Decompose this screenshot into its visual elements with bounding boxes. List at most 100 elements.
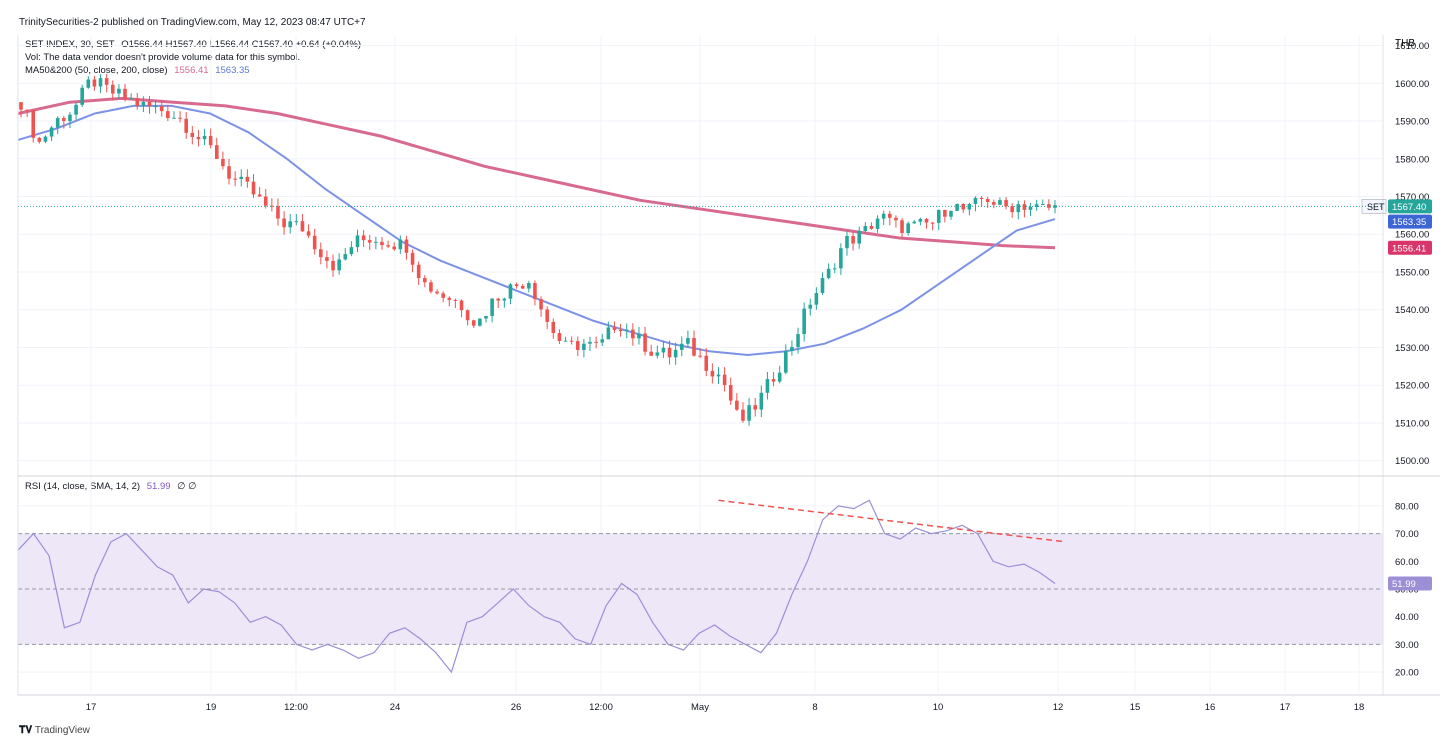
- rsi-tick-label: 30.00: [1395, 640, 1419, 651]
- ohlc-values: O1566.44 H1567.40 L1566.44 C1567.40 +0.6…: [121, 39, 362, 50]
- candle-body: [153, 106, 158, 108]
- rsi-label: RSI (14, close, SMA, 14, 2): [25, 481, 141, 492]
- candle-body: [25, 109, 29, 111]
- y-tick-label: 1590.00: [1395, 117, 1429, 128]
- candle-body: [765, 379, 770, 393]
- candle-body: [172, 117, 176, 119]
- candle-body: [673, 349, 678, 358]
- candle-body: [398, 239, 403, 250]
- candle-body: [502, 298, 507, 301]
- candle-body: [649, 351, 653, 356]
- candle-body: [208, 135, 213, 146]
- candle-body: [159, 106, 164, 112]
- candle-body: [178, 117, 182, 119]
- candle-body: [930, 222, 935, 224]
- candle-body: [86, 79, 91, 88]
- x-tick-label: 24: [390, 702, 401, 713]
- last-price-tag-symbol: SET: [1367, 202, 1385, 212]
- candle-body: [826, 268, 831, 279]
- candle-body: [447, 297, 452, 300]
- candle-body: [845, 236, 849, 249]
- rsi-levels: [18, 533, 1383, 645]
- y-tick-label: 1560.00: [1395, 230, 1429, 241]
- candle-body: [888, 213, 892, 218]
- candle-body: [496, 298, 501, 301]
- candle-body: [31, 110, 36, 138]
- rsi-tick-label: 80.00: [1395, 501, 1419, 512]
- x-tick-label: 12:00: [284, 702, 308, 713]
- x-tick-label: 17: [1280, 702, 1291, 713]
- x-tick-label: 8: [812, 702, 817, 713]
- candle-body: [429, 282, 433, 292]
- candle-body: [337, 259, 341, 271]
- candle-body: [679, 343, 684, 350]
- x-tick-label: 17: [86, 702, 97, 713]
- candle-body: [1022, 204, 1027, 210]
- candle-body: [98, 78, 103, 87]
- ma50-line: [17, 104, 1056, 357]
- candle-body: [1016, 204, 1021, 213]
- rsi-tick-label: 60.00: [1395, 557, 1419, 568]
- x-tick-label: 10: [933, 702, 944, 713]
- rsi-tick-label: 20.00: [1395, 668, 1419, 679]
- candle-body: [49, 127, 54, 137]
- candle-body: [796, 334, 800, 347]
- candle-body: [423, 278, 427, 283]
- ma50-tag-value: 1563.35: [1392, 217, 1426, 228]
- ma-legend: MA50&200 (50, close, 200, close) 1556.41…: [25, 65, 254, 76]
- candle-body: [924, 219, 929, 223]
- candle-body: [588, 341, 592, 344]
- candle-body: [453, 299, 458, 301]
- ma50-tag-box: [1388, 214, 1432, 229]
- candle-body: [490, 298, 494, 316]
- candle-body: [906, 223, 910, 233]
- candle-body: [612, 327, 617, 330]
- candle-body: [808, 304, 813, 309]
- candle-body: [514, 284, 519, 287]
- candle-body: [202, 135, 207, 140]
- candle-body: [520, 286, 525, 289]
- candle-body: [282, 218, 286, 228]
- candle-body: [759, 392, 764, 410]
- y-tick-label: 1500.00: [1395, 456, 1429, 467]
- axes: 17 19 12:00 24 26 12:00 May 8 10 12 15 16 17 18 1500.0…: [17, 35, 1440, 713]
- candle-body: [288, 221, 293, 228]
- candle-body: [637, 333, 641, 339]
- rsi-tick-label: 70.00: [1395, 529, 1419, 540]
- y-tick-label: 1550.00: [1395, 267, 1429, 278]
- candle-body: [698, 355, 702, 357]
- candle-body: [374, 241, 378, 243]
- rsi-extra: ∅ ∅: [177, 481, 197, 492]
- price-tags: SET 1567.40 1563.35 1556.41 51.99: [1361, 199, 1432, 591]
- candle-body: [214, 145, 219, 159]
- ma50-value: 1563.35: [215, 65, 250, 76]
- candle-body: [361, 235, 366, 241]
- candle-body: [686, 337, 690, 344]
- candle-body: [465, 310, 470, 321]
- candle-body: [392, 246, 397, 250]
- x-tick-label: May: [691, 702, 709, 713]
- candle-body: [563, 340, 568, 342]
- price-legend: SET INDEX, 30, SET O1566.44 H1567.40 L15…: [25, 39, 365, 50]
- candle-body: [692, 337, 696, 356]
- candle-body: [123, 88, 127, 99]
- last-price-tag-box: [1388, 199, 1432, 214]
- candle-body: [312, 235, 317, 250]
- y-tick-label: 1510.00: [1395, 418, 1429, 429]
- candle-body: [569, 340, 574, 342]
- candle-body: [741, 409, 745, 421]
- ma200-line: [17, 96, 1056, 250]
- candle-body: [221, 158, 225, 167]
- candle-body: [441, 293, 445, 298]
- candle-body: [367, 240, 372, 243]
- y-tick-label: 1530.00: [1395, 343, 1429, 354]
- candle-body: [110, 84, 115, 94]
- candle-body: [270, 205, 274, 207]
- candle-body: [618, 329, 623, 331]
- candle-body: [92, 79, 97, 87]
- candle-body: [735, 400, 739, 410]
- candle-body: [1040, 204, 1045, 206]
- candle-body: [820, 278, 825, 294]
- candle-body: [233, 178, 237, 180]
